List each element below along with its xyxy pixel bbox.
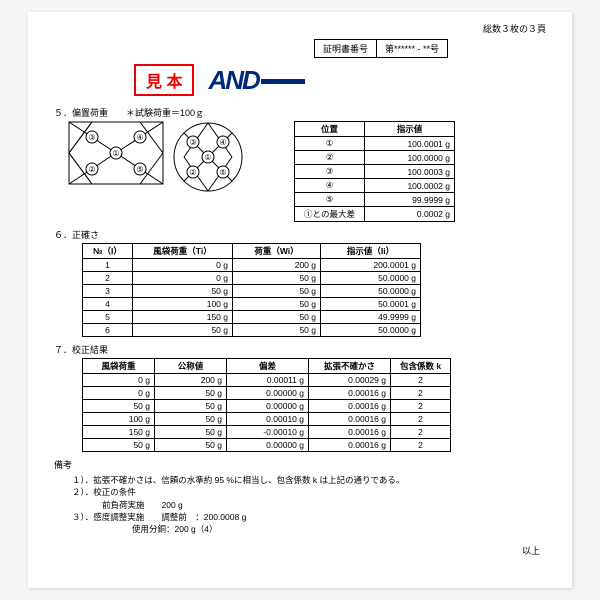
- svg-text:⑤: ⑤: [219, 168, 226, 177]
- remarks-title: 備考: [54, 458, 546, 471]
- document-end: 以上: [54, 544, 540, 557]
- cert-number: 第****** - **号: [377, 40, 447, 57]
- remarks-body: １）．拡張不確かさは、信頼の水準約 95 %に相当し、包含係数 k は上記の通り…: [72, 474, 546, 536]
- svg-text:①: ①: [112, 149, 119, 158]
- svg-text:③: ③: [88, 133, 95, 142]
- table-6: №（I）風袋荷重（Ti）荷重（Wi）指示値（Ii）10 g200 g200.00…: [82, 243, 421, 337]
- page-count: 総数３枚の３頁: [54, 22, 546, 35]
- svg-text:③: ③: [189, 138, 196, 147]
- section-7-title: ７．校正結果: [54, 343, 546, 356]
- section-5-title: ５．偏置荷重 ＊試験荷重＝100ｇ: [54, 106, 546, 119]
- circle-diagram: ① ② ③ ④ ⑤: [172, 121, 244, 193]
- svg-text:⑤: ⑤: [136, 165, 143, 174]
- svg-text:②: ②: [88, 165, 95, 174]
- sample-stamp: 見 本: [134, 64, 194, 96]
- section-6-title: ６．正確さ: [54, 228, 546, 241]
- svg-text:①: ①: [204, 153, 211, 162]
- svg-text:④: ④: [136, 133, 143, 142]
- cert-label: 証明書番号: [315, 40, 377, 57]
- table-5: 位置指示値 ①100.0001 g②100.0000 g③100.0003 g④…: [294, 121, 455, 222]
- and-logo: AND: [208, 65, 304, 96]
- svg-text:④: ④: [219, 138, 226, 147]
- cert-number-box: 証明書番号 第****** - **号: [314, 39, 448, 58]
- svg-text:②: ②: [189, 168, 196, 177]
- rect-diagram: ① ② ③ ④ ⑤: [68, 121, 164, 185]
- table-7: 風袋荷重公称値偏差拡張不確かさ包含係数 k0 g200 g0.00011 g0.…: [82, 358, 451, 452]
